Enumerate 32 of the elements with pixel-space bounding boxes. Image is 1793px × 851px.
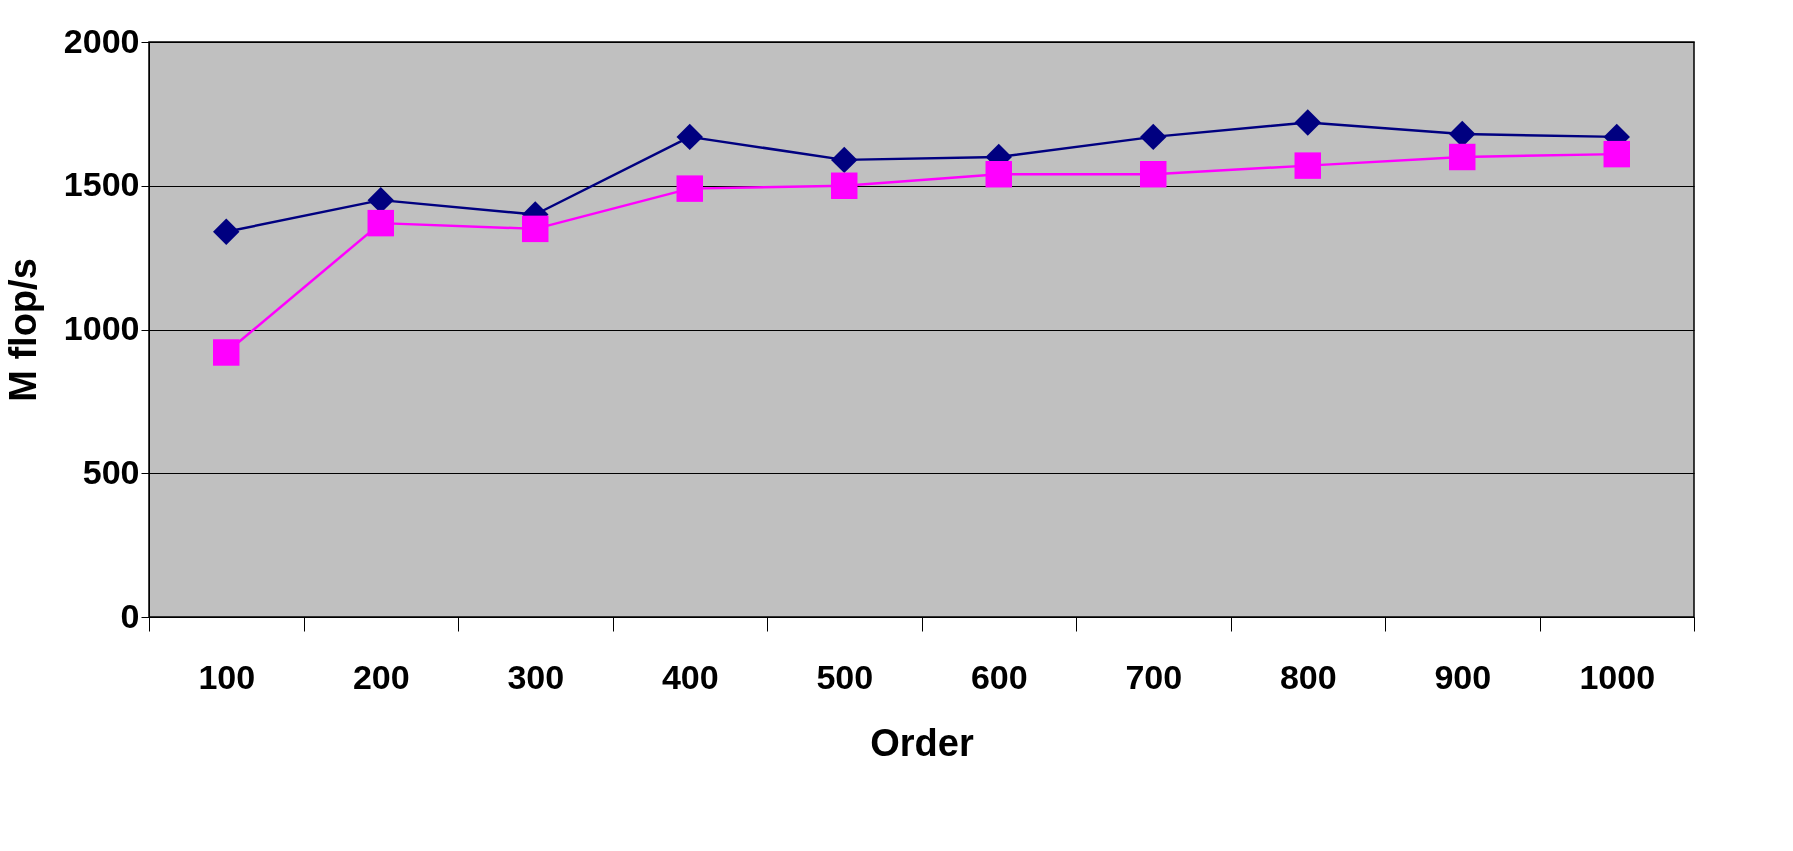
point bbox=[1603, 140, 1630, 168]
x-tick-label: 900 bbox=[1434, 657, 1492, 696]
point bbox=[985, 161, 1012, 188]
point bbox=[831, 172, 858, 199]
point bbox=[676, 175, 703, 202]
x-tick-label: 400 bbox=[661, 657, 719, 696]
point bbox=[1294, 109, 1321, 136]
y-tick-label: 1000 bbox=[63, 309, 140, 347]
x-tick-label: 800 bbox=[1279, 657, 1337, 696]
point bbox=[213, 218, 240, 245]
point bbox=[522, 215, 549, 243]
y-axis-title: M flop/s bbox=[1, 258, 44, 402]
x-tick-label: 300 bbox=[507, 657, 565, 696]
point bbox=[831, 146, 858, 174]
y-tick-label: 0 bbox=[120, 596, 140, 635]
point bbox=[1449, 143, 1476, 171]
y-tick-label: 2000 bbox=[63, 21, 140, 60]
x-tick-label: 100 bbox=[198, 657, 256, 696]
point bbox=[1294, 152, 1321, 179]
point bbox=[676, 123, 703, 151]
x-axis-title: Order bbox=[870, 721, 974, 764]
y-tick-label: 1500 bbox=[63, 165, 140, 204]
x-tick-label: 1000 bbox=[1579, 657, 1656, 696]
point bbox=[1140, 123, 1167, 151]
x-tick-label: 700 bbox=[1125, 657, 1183, 696]
y-tick-label: 500 bbox=[82, 452, 140, 491]
point bbox=[1140, 161, 1167, 188]
x-tick-label: 500 bbox=[816, 657, 874, 696]
point bbox=[213, 339, 240, 366]
point bbox=[367, 209, 394, 237]
x-tick-label: 200 bbox=[352, 657, 410, 696]
x-tick-label: 600 bbox=[970, 657, 1028, 696]
